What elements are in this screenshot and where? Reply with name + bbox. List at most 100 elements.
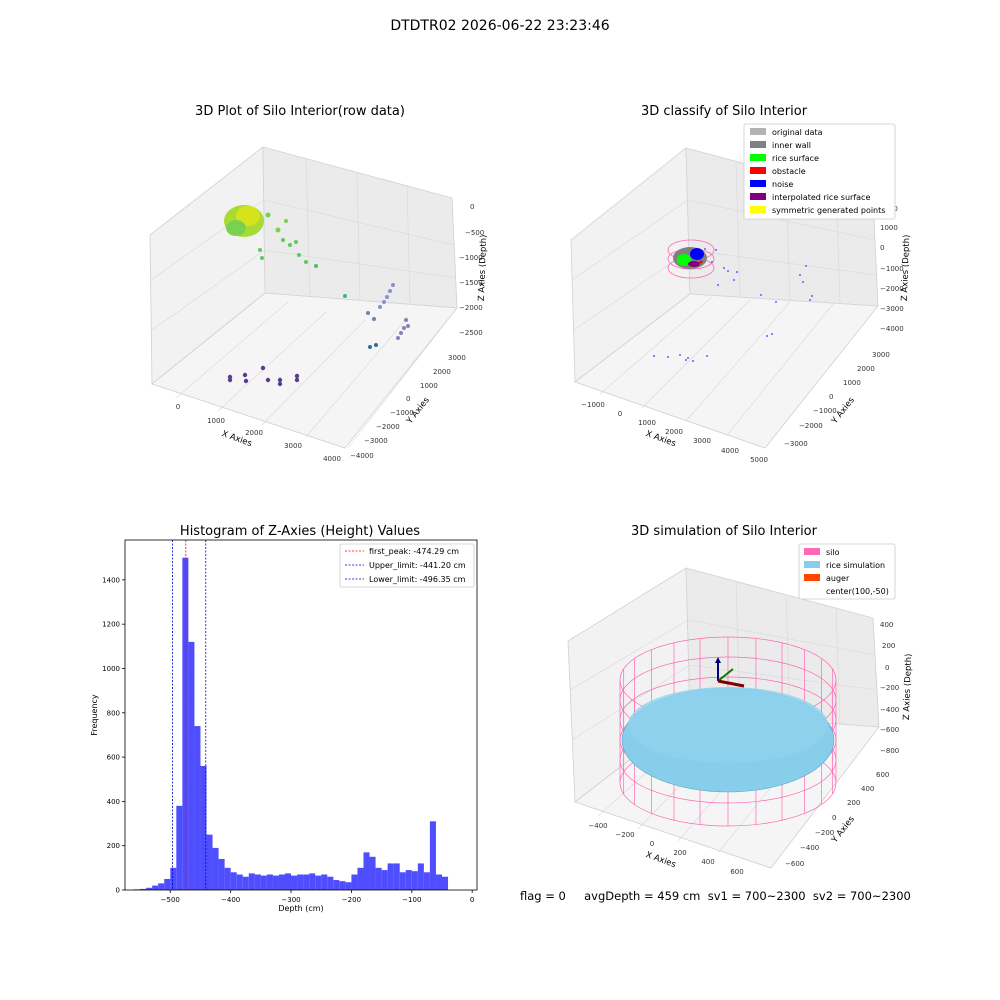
panel4-rice-surface	[621, 687, 835, 793]
panel2-legend-swatch	[750, 206, 766, 213]
histogram-bar	[224, 867, 231, 890]
panel2-zlabel: Z Axies (Depth)	[900, 234, 912, 301]
panel1-xtick: 3000	[284, 442, 302, 450]
panel2-xtick: 0	[618, 410, 622, 418]
panel4-xtick: 200	[673, 849, 686, 857]
panel1-point	[265, 377, 271, 383]
panel4-xtick: 0	[650, 840, 654, 848]
panel1-ytick: 3000	[448, 354, 466, 362]
panel1-point	[277, 377, 283, 383]
panel2-noise-point	[679, 354, 681, 356]
panel4-ztick: 200	[882, 642, 895, 650]
panel1-point-cluster	[236, 206, 260, 226]
histogram-bar	[206, 834, 213, 890]
histogram-bar	[435, 874, 442, 890]
panel1-point	[402, 326, 406, 330]
panel2-ztick: −2000	[880, 285, 904, 293]
panel1-ytick: −3000	[364, 437, 388, 445]
figure-title: DTDTR02 2026-06-22 23:23:46	[390, 18, 610, 34]
panel1-ytick: 2000	[433, 368, 451, 376]
histogram-bar	[254, 874, 261, 890]
panel3-legend-label: Lower_limit: -496.35 cm	[369, 575, 466, 584]
panel2-axes: −1000 0 1000 2000 3000 4000 5000 X Axies…	[570, 147, 912, 464]
z-arrow-head	[715, 657, 721, 663]
panel2-ytick: −3000	[784, 440, 808, 448]
histogram-bar	[242, 876, 249, 890]
panel1-xtick: 4000	[323, 455, 341, 463]
panel1-ztick: −1000	[459, 254, 483, 262]
panel3-histogram: −500 −400 −300 −200 −100 0 0 200 400 600 800 1000 1…	[90, 539, 478, 913]
histogram-bar	[291, 875, 298, 890]
panel4-zlabel: Z Axies (Depth)	[902, 653, 914, 720]
panel2-legend-label: original data	[772, 128, 823, 137]
panel4-legend-label: silo	[826, 548, 840, 557]
panel4-xtick: 600	[730, 868, 743, 876]
histogram-bar	[278, 874, 285, 890]
panel4-ytick: −200	[815, 829, 834, 837]
panel1-point	[385, 295, 389, 299]
panel2-y-ticks: 3000 2000 1000 0 −1000 −2000 −3000	[784, 351, 890, 448]
panel1-y-ticks: 3000 2000 1000 0 −1000 −2000 −3000 −4000	[350, 354, 466, 460]
histogram-bar	[369, 856, 376, 890]
histogram-bar	[200, 765, 207, 890]
panel3-ylabel: Frequency	[90, 694, 99, 736]
histogram-bar	[170, 867, 177, 890]
panel3-axes-frame	[124, 539, 478, 891]
histogram-bar	[176, 805, 183, 890]
panel1-point	[406, 324, 410, 328]
panel1-point	[388, 289, 392, 293]
panel2-legend: original data inner wall rice surface ob…	[743, 123, 896, 220]
panel2-noise-points	[653, 248, 813, 362]
panel2-noise-point	[811, 295, 813, 297]
panel2-ztick: 0	[880, 244, 884, 252]
panel1-zlabel: Z Axies (Depth)	[477, 234, 489, 301]
panel2-noise-point	[733, 279, 735, 281]
panel4-legend-swatch	[804, 548, 820, 555]
panel3-bars	[134, 557, 449, 890]
y-tick-label: 1400	[102, 576, 120, 584]
panel4-ytick: 0	[832, 814, 836, 822]
panel4-y-ticks: 600 400 200 0 −200 −400 −600	[785, 771, 889, 868]
panel2-ztick: −4000	[880, 325, 904, 333]
panel4-ytick: −400	[800, 844, 819, 852]
panel2-ytick: 2000	[857, 365, 875, 373]
panel2-xtick: 2000	[665, 428, 683, 436]
histogram-bar	[327, 876, 334, 890]
panel2-legend-label: symmetric generated points	[772, 206, 885, 215]
panel4-legend-swatch	[804, 561, 820, 568]
panel2-noise-point	[687, 357, 689, 359]
panel2-legend-label: interpolated rice surface	[772, 193, 870, 202]
panel2-rice-surface	[677, 254, 691, 266]
panel1-point	[297, 253, 301, 257]
panel2-legend-swatch	[750, 180, 766, 187]
histogram-bar	[236, 874, 243, 890]
panel4-ytick: 200	[847, 799, 860, 807]
panel2-noise-point	[706, 355, 708, 357]
panel1-point	[399, 331, 403, 335]
panel1-ztick: −500	[465, 229, 484, 237]
panel1-point	[314, 264, 318, 268]
panel2-noise-point	[771, 333, 773, 335]
auger-arrow	[717, 679, 745, 688]
histogram-bar	[194, 726, 201, 890]
panel4-ztick: 0	[885, 664, 889, 672]
histogram-bar	[285, 873, 292, 890]
y-tick-label: 1200	[102, 621, 120, 629]
panel1-points	[224, 205, 410, 387]
panel2-obstacle	[699, 260, 703, 264]
panel1-z-ticks: 0 −500 −1000 −1500 −2000 −2500	[459, 203, 484, 337]
panel4-z-ticks: 400 200 0 −200 −400 −600 −800	[880, 621, 899, 755]
panel3-y-ticks: 0 200 400 600 800 1000 1200 1400	[102, 576, 125, 895]
histogram-bar	[399, 872, 406, 890]
panel2-noise-point	[727, 270, 729, 272]
panel2-noise-cluster	[690, 248, 704, 260]
histogram-bar	[381, 870, 388, 890]
panel2-noise-point	[723, 267, 725, 269]
panel2-points	[653, 239, 813, 362]
x-tick-label: −200	[342, 896, 361, 904]
panel4-ztick: −800	[880, 747, 899, 755]
panel3-vlines	[172, 540, 207, 890]
panel2-ytick: −1000	[813, 407, 837, 415]
panel2-interpolated	[688, 261, 700, 267]
